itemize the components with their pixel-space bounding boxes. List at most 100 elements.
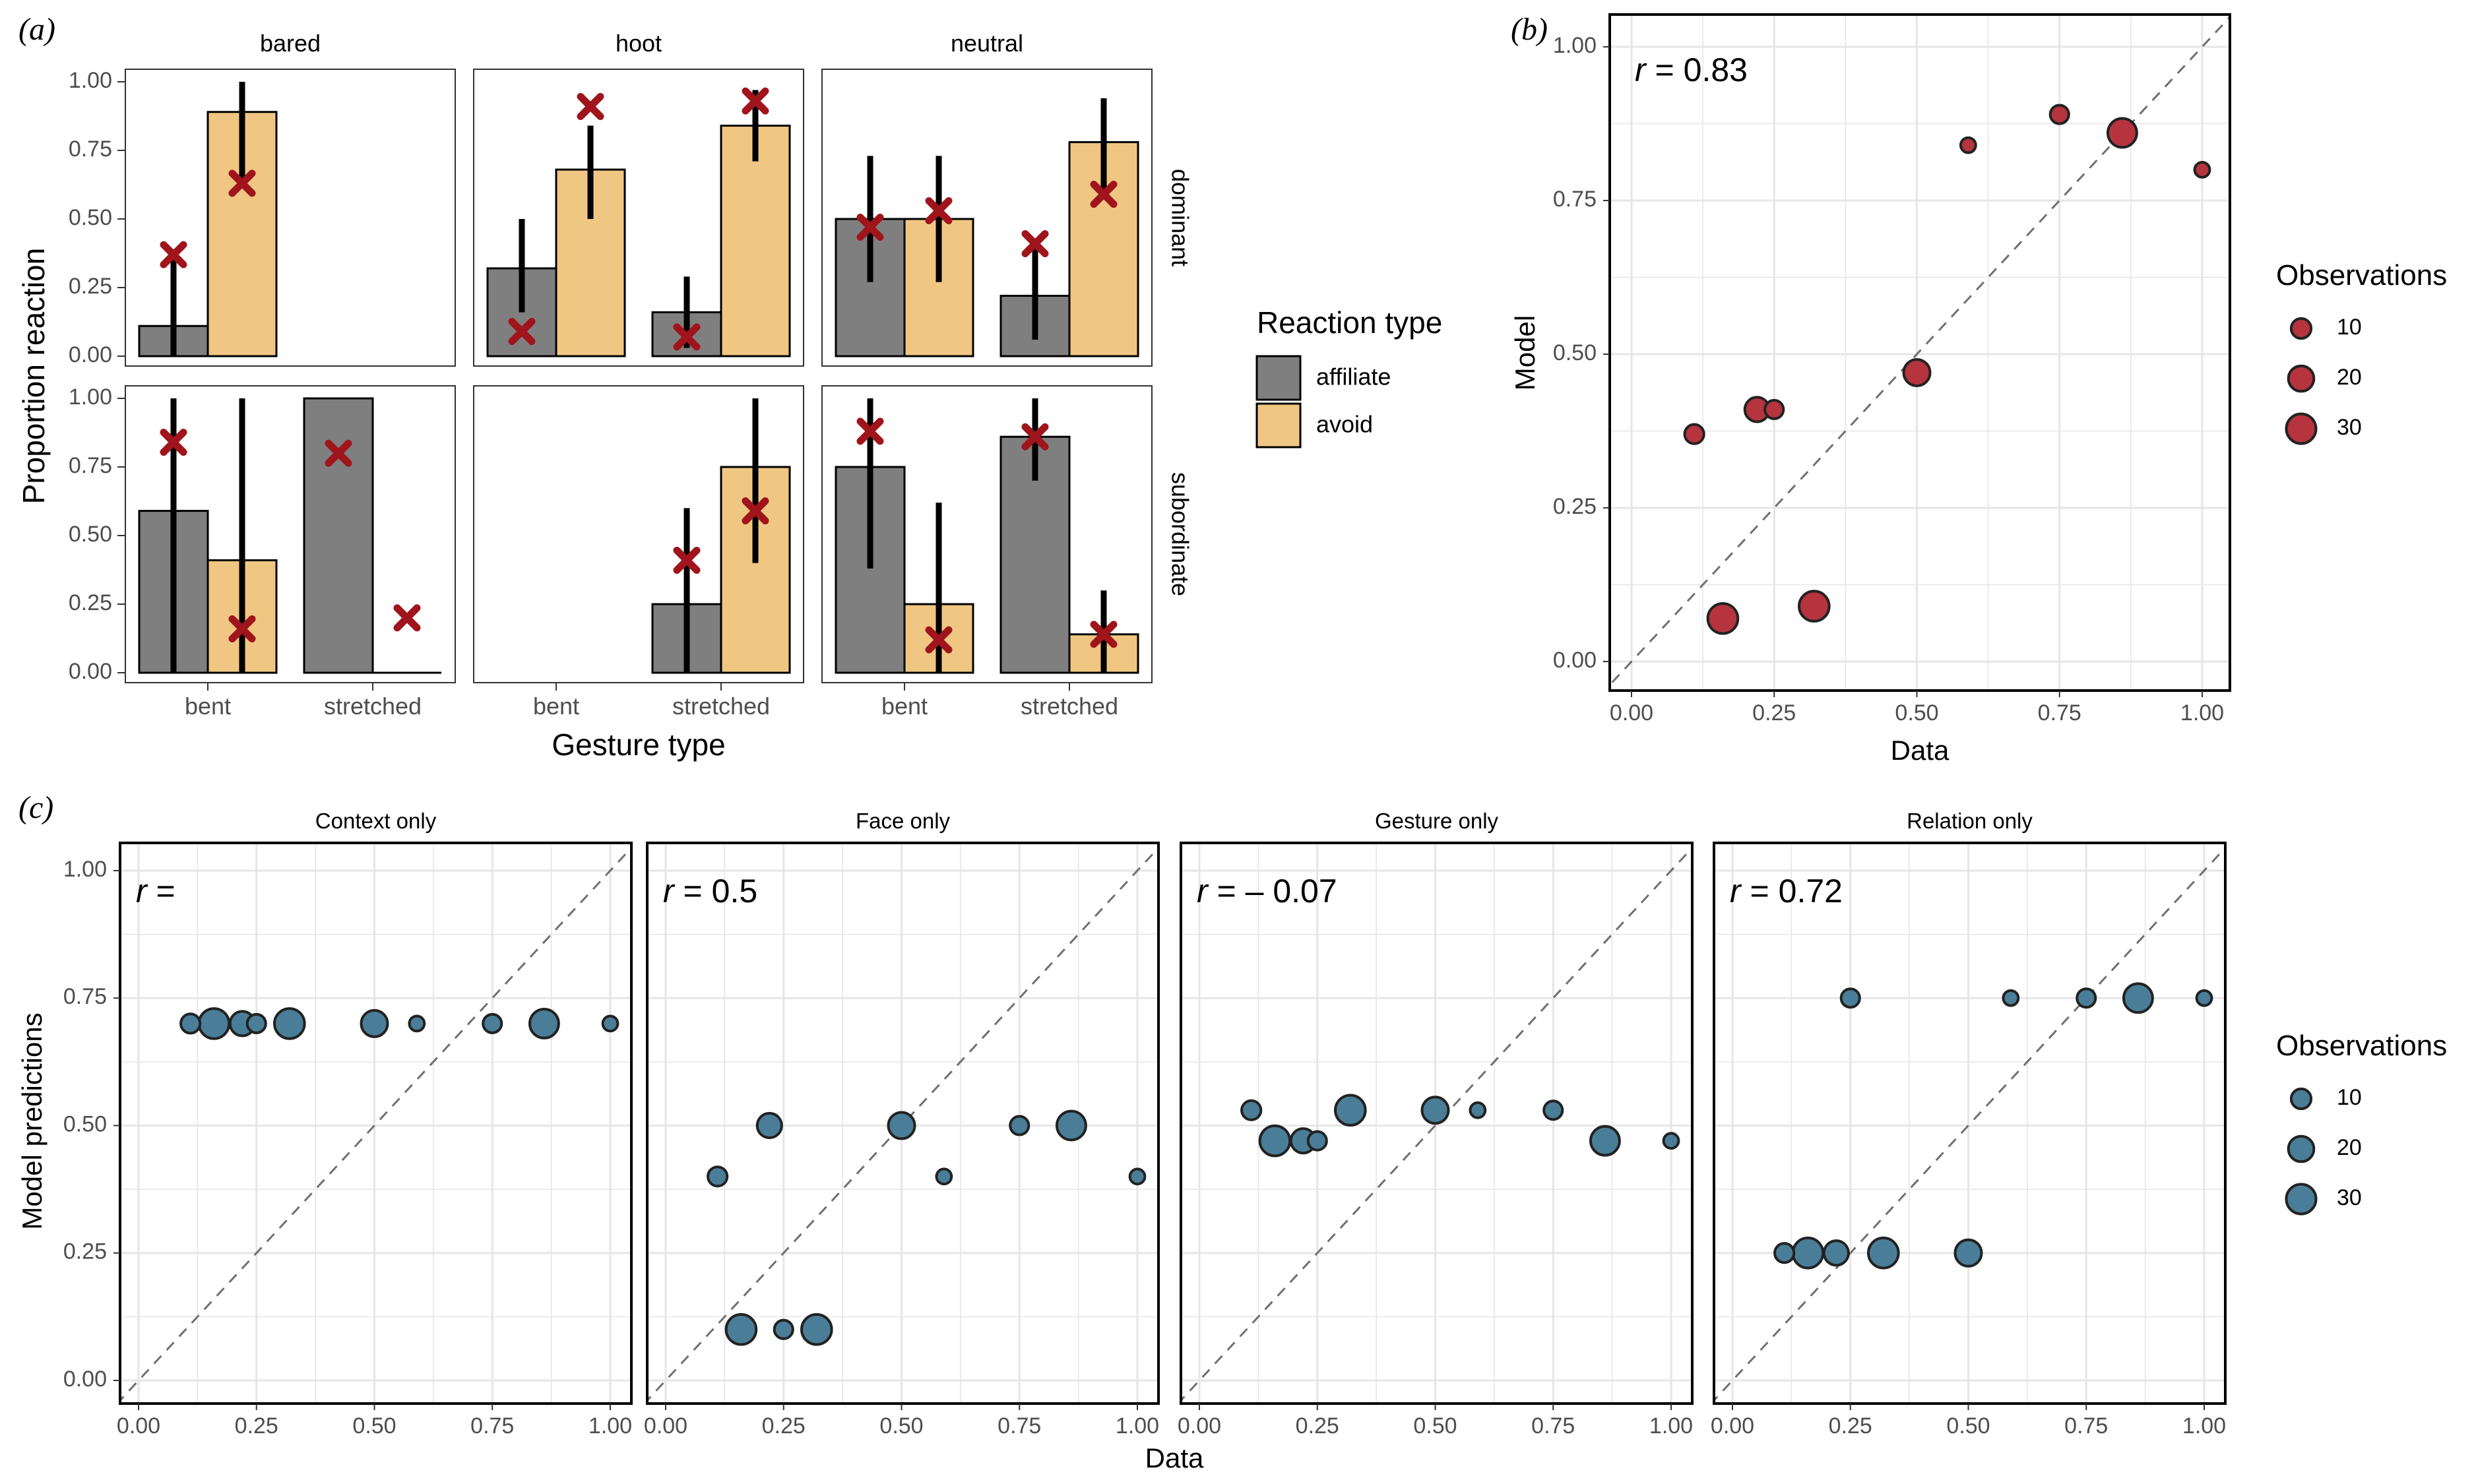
panel-border (1180, 842, 1694, 1405)
data-point (2195, 989, 2213, 1007)
legend-title: Reaction type (1257, 305, 1442, 340)
model-cross-stroke (325, 439, 352, 467)
data-point (1662, 1132, 1680, 1150)
y-tick-label: 0.75 (63, 984, 107, 1009)
data-point (1306, 1130, 1328, 1152)
data-point (1258, 1124, 1292, 1158)
size-legend-circle (2287, 1134, 2316, 1163)
x-tick-label: 0.25 (235, 1413, 278, 1438)
model-prediction-cross (393, 604, 421, 632)
legend-label-affiliate: affiliate (1316, 363, 1391, 390)
model-prediction-cross (673, 323, 701, 351)
model-prediction-cross (856, 213, 884, 241)
data-point (1128, 1167, 1147, 1186)
data-point (1469, 1101, 1487, 1119)
size-legend-title: Observations (2276, 259, 2447, 292)
correlation-annotation: r = 0.72 (1730, 873, 1843, 910)
plot-background (120, 843, 631, 1404)
correlation-value: = 0.83 (1646, 51, 1748, 88)
data-point (2076, 987, 2097, 1009)
y-tick-label: 0.50 (69, 205, 112, 230)
x-tick-label: bent (185, 693, 231, 720)
model-cross-stroke (228, 615, 256, 642)
y-tick-label: 0.25 (63, 1239, 107, 1264)
x-tick-label: 1.00 (1649, 1413, 1693, 1438)
plot-area (1714, 843, 2225, 1404)
x-tick-label: bent (881, 693, 928, 720)
y-axis-title: Proportion reaction (16, 248, 51, 505)
model-cross-stroke (673, 546, 701, 574)
facet-strip-neutral: neutral (951, 30, 1023, 57)
x-tick-label: 0.75 (2064, 1413, 2108, 1438)
x-tick-label: 0.00 (1178, 1413, 1221, 1438)
data-point (360, 1008, 389, 1038)
x-tick-label: 0.75 (470, 1413, 514, 1438)
correlation-value: = 0.5 (674, 873, 758, 910)
data-point (800, 1313, 833, 1346)
data-point (1953, 1238, 1983, 1268)
model-prediction-cross (673, 546, 701, 574)
data-point (1055, 1109, 1087, 1142)
data-point (1763, 398, 1785, 420)
data-point (1542, 1099, 1564, 1121)
correlation-symbol: r (1635, 51, 1647, 88)
x-tick-label: 0.00 (117, 1413, 160, 1438)
data-point (1797, 590, 1831, 623)
correlation-annotation: r = 0.83 (1635, 51, 1748, 88)
correlation-annotation: r = (136, 873, 175, 910)
model-cross-stroke (228, 170, 256, 197)
y-tick-label: 1.00 (63, 857, 107, 882)
model-prediction-cross (856, 417, 884, 445)
y-tick-label: 0.00 (1553, 648, 1597, 673)
panel-letter-b: (b) (1511, 12, 1548, 47)
data-point (179, 1012, 202, 1035)
data-point (1791, 1236, 1825, 1270)
x-tick-label: stretched (672, 693, 770, 720)
data-point (272, 1007, 306, 1040)
y-tick-label: 1.00 (69, 385, 112, 410)
model-prediction-cross (160, 241, 187, 268)
model-cross-stroke (742, 497, 769, 525)
facet-panel-frame (125, 69, 456, 367)
y-tick-label: 1.00 (1553, 33, 1597, 58)
x-tick-label: 0.50 (352, 1413, 396, 1438)
x-tick-label: 0.25 (1752, 700, 1796, 726)
data-point (1773, 1242, 1796, 1264)
x-axis-title: Data (1145, 1442, 1204, 1473)
x-tick-label: 1.00 (1116, 1413, 1159, 1438)
y-tick-label: 0.25 (69, 590, 112, 615)
model-prediction-cross (508, 318, 536, 346)
facet-strip-title: Relation only (1907, 809, 2033, 833)
x-tick-label: 0.75 (2038, 700, 2081, 726)
model-prediction-cross (1021, 423, 1049, 450)
model-prediction-cross (228, 615, 256, 642)
x-tick-label: 0.50 (879, 1413, 923, 1438)
data-point (1866, 1236, 1900, 1270)
data-point (1009, 1115, 1031, 1136)
data-point (601, 1014, 619, 1033)
model-cross-stroke (742, 87, 769, 115)
model-prediction-cross (925, 626, 953, 654)
x-tick-label: stretched (1021, 693, 1118, 720)
facet-strip-subordinate: subordinate (1166, 472, 1193, 596)
data-point (887, 1111, 916, 1140)
panel-letter-c: (c) (18, 790, 53, 825)
model-prediction-cross (160, 429, 187, 456)
y-tick-label: 0.00 (69, 659, 112, 684)
model-cross-stroke (160, 241, 187, 268)
x-tick-label: 0.00 (1610, 700, 1653, 726)
data-point (482, 1012, 503, 1034)
data-point (408, 1014, 426, 1033)
size-legend-circle (2289, 317, 2313, 340)
panel-border (1608, 13, 2231, 692)
size-legend-label: 20 (2337, 365, 2362, 390)
data-point (2122, 982, 2154, 1014)
y-tick-label: 0.25 (69, 274, 112, 299)
model-cross-stroke (1021, 230, 1049, 257)
y-tick-label: 0.25 (1553, 494, 1597, 519)
correlation-symbol: r (1730, 873, 1742, 910)
y-tick-label: 0.50 (63, 1111, 107, 1136)
model-cross-stroke (925, 197, 953, 225)
model-prediction-cross (925, 197, 953, 225)
